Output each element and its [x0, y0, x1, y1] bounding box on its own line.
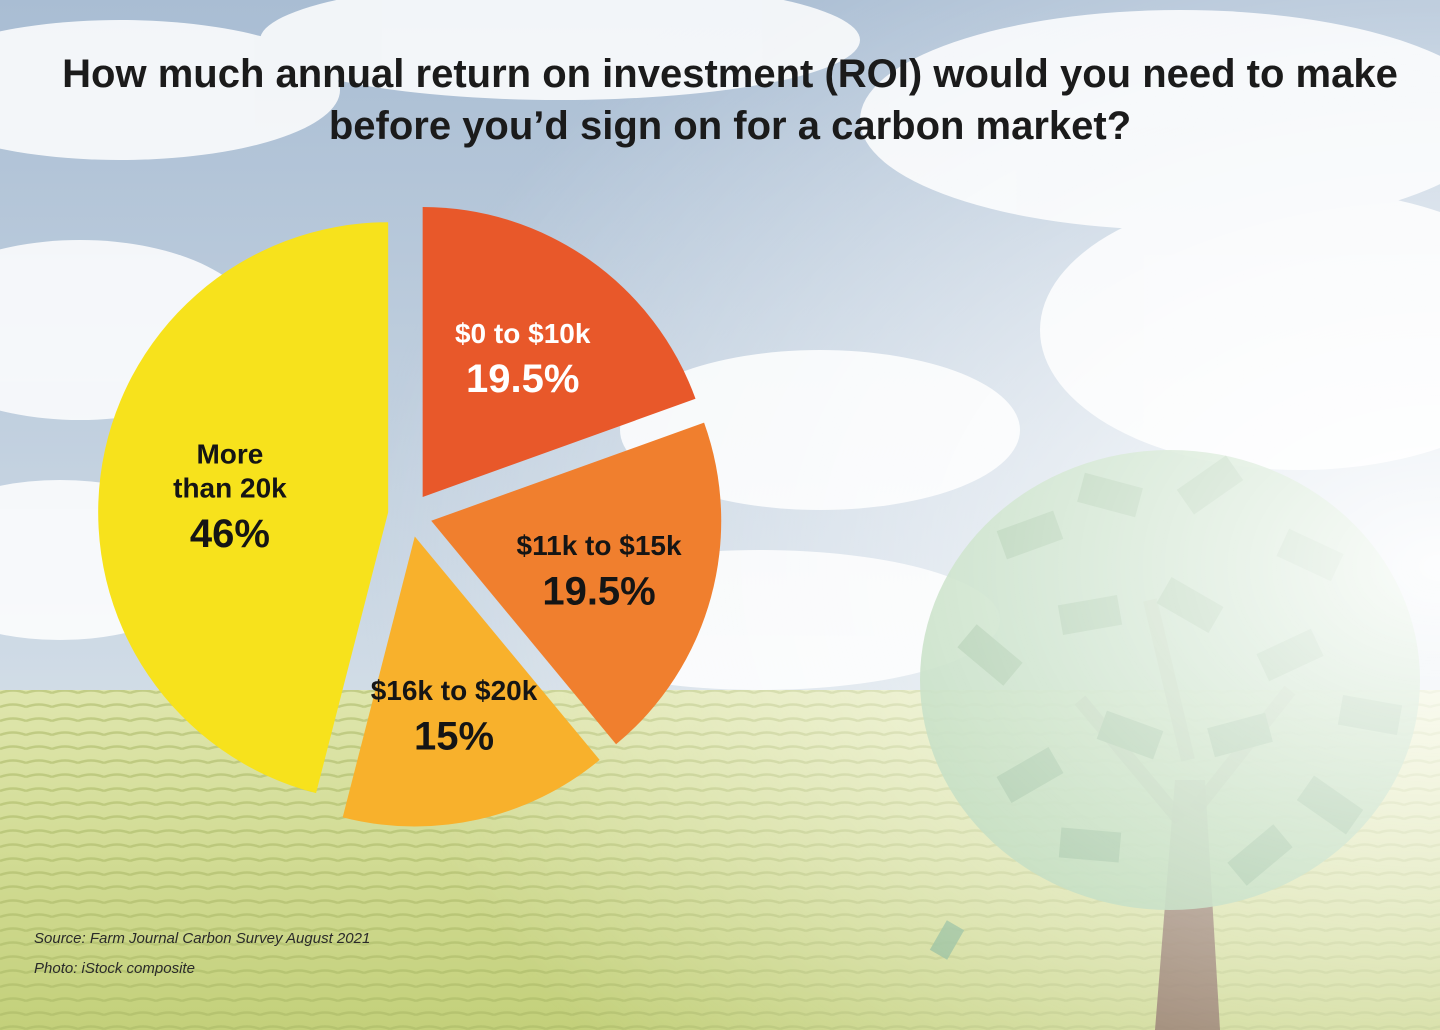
photo-credit: Photo: iStock composite	[34, 960, 195, 977]
slice-label-3: $16k to $20k	[371, 675, 538, 706]
chart-title: How much annual return on investment (RO…	[62, 52, 1398, 148]
slice-value-2: 19.5%	[542, 569, 655, 613]
slice-value-4: 46%	[190, 512, 270, 556]
slice-value-3: 15%	[414, 715, 494, 759]
slice-label-4-line-2: than 20k	[173, 472, 287, 503]
pie-slice-4	[98, 222, 389, 794]
pie-slice-3	[342, 536, 600, 827]
slice-value-1: 19.5%	[466, 357, 579, 401]
slice-label-1: $0 to $10k	[455, 318, 591, 349]
slice-label-2: $11k to $15k	[517, 530, 682, 561]
pie-slice-2	[431, 422, 722, 745]
slice-label-4-line-1: More	[196, 438, 263, 469]
pie-slice-1	[422, 207, 696, 498]
source-note: Source: Farm Journal Carbon Survey Augus…	[34, 930, 371, 947]
